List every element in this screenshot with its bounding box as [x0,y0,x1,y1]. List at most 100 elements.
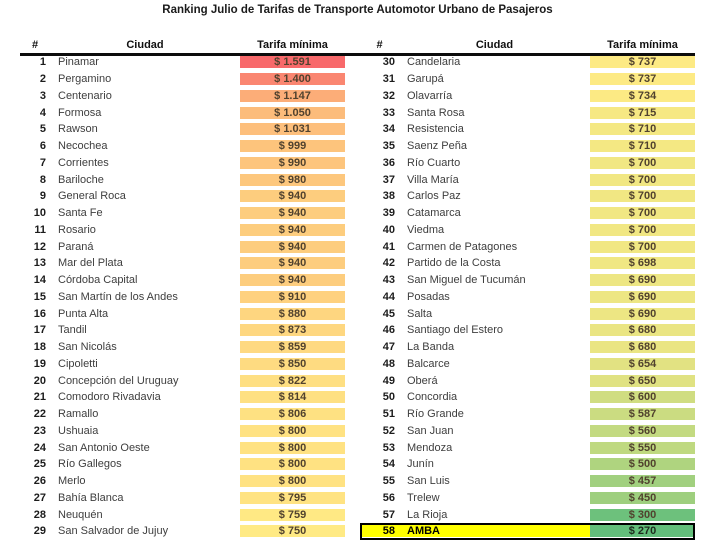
tariff-cell: $ 457 [590,475,695,488]
city-cell: Río Grande [407,408,464,421]
city-cell: Ramallo [58,408,99,421]
rank-cell: 24 [33,441,46,454]
table-row: 40 Viedma $ 700 [360,222,695,239]
rank-cell: 30 [382,56,395,69]
city-cell: Carmen de Patagones [407,240,518,253]
tariff-cell: $ 940 [240,190,345,203]
table-header: # Ciudad Tarifa mínima [20,36,345,54]
tariff-cell: $ 560 [590,424,695,437]
table-left-body: 1 Pinamar $ 1.591 2 Pergamino $ 1.400 3 … [20,54,345,540]
tariff-cell: $ 680 [590,341,695,354]
tariff-cell: $ 700 [590,223,695,236]
table-row: 46 Santiago del Estero $ 680 [360,322,695,339]
tariff-cell: $ 940 [240,240,345,253]
tariff-cell: $ 759 [240,508,345,521]
tariff-cell: $ 600 [590,391,695,404]
ranking-table-right: # Ciudad Tarifa mínima 30 Candelaria $ 7… [360,36,695,540]
tariff-cell: $ 800 [240,424,345,437]
page-title: Ranking Julio de Tarifas de Transporte A… [162,4,553,16]
city-cell: Rosario [58,223,96,236]
rank-cell: 4 [39,106,46,119]
tariff-cell: $ 750 [240,525,345,538]
city-cell: Junín [407,458,434,471]
table-row: 26 Merlo $ 800 [20,473,345,490]
city-cell: Comodoro Rivadavia [58,391,161,404]
rank-cell: 50 [382,391,395,404]
rank-cell: 1 [39,56,46,69]
tariff-cell: $ 500 [590,458,695,471]
rank-cell: 40 [382,223,395,236]
tariff-cell: $ 270 [590,525,695,538]
table-row: 23 Ushuaia $ 800 [20,423,345,440]
city-cell: Santa Rosa [407,106,465,119]
city-cell: AMBA [399,525,590,538]
rank-cell: 33 [382,106,395,119]
table-row: 10 Santa Fe $ 940 [20,205,345,222]
table-row: 9 General Roca $ 940 [20,188,345,205]
tariff-cell: $ 999 [240,140,345,153]
tariff-cell: $ 940 [240,223,345,236]
table-row: 29 San Salvador de Jujuy $ 750 [20,523,345,540]
rank-cell: 41 [382,240,395,253]
city-cell: La Banda [407,341,455,354]
rank-cell: 56 [382,491,395,504]
rank-cell: 21 [33,391,46,404]
table-row: 44 Posadas $ 690 [360,289,695,306]
city-cell: Saenz Peña [407,140,467,153]
city-cell: Garupá [407,73,444,86]
city-cell: Salta [407,307,433,320]
table-row: 13 Mar del Plata $ 940 [20,255,345,272]
rank-cell: 54 [382,458,395,471]
city-cell: Trelew [407,491,440,504]
table-row: 34 Resistencia $ 710 [360,121,695,138]
city-cell: Partido de la Costa [407,257,501,270]
table-row: 20 Concepción del Uruguay $ 822 [20,372,345,389]
city-cell: Mendoza [407,441,453,454]
tariff-cell: $ 700 [590,207,695,220]
rank-cell: 16 [33,307,46,320]
rank-cell: 28 [33,508,46,521]
city-cell: General Roca [58,190,126,203]
table-row: 28 Neuquén $ 759 [20,506,345,523]
rank-cell: 12 [33,240,46,253]
city-cell: Paraná [58,240,94,253]
table-row: 39 Catamarca $ 700 [360,205,695,222]
table-row: 48 Balcarce $ 654 [360,356,695,373]
rank-column-header: # [31,39,39,51]
city-cell: San Juan [407,424,454,437]
city-cell: Bahía Blanca [58,491,124,504]
city-cell: Tandil [58,324,87,337]
rank-cell: 19 [33,357,46,370]
ranking-table-left: # Ciudad Tarifa mínima 1 Pinamar $ 1.591… [20,36,345,540]
rank-cell: 38 [382,190,395,203]
table-row: 27 Bahía Blanca $ 795 [20,490,345,507]
table-row: 7 Corrientes $ 990 [20,155,345,172]
rank-cell: 48 [382,357,395,370]
city-cell: Punta Alta [58,307,109,320]
table-row: 43 San Miguel de Tucumán $ 690 [360,272,695,289]
table-row: 5 Rawson $ 1.031 [20,121,345,138]
table-row: 30 Candelaria $ 737 [360,54,695,71]
table-header: # Ciudad Tarifa mínima [360,36,695,54]
tariff-cell: $ 700 [590,240,695,253]
tariff-cell: $ 806 [240,408,345,421]
table-row: 24 San Antonio Oeste $ 800 [20,439,345,456]
tariff-cell: $ 859 [240,341,345,354]
table-row: 25 Río Gallegos $ 800 [20,456,345,473]
rank-cell: 57 [382,508,395,521]
rank-cell: 46 [382,324,395,337]
rank-cell: 17 [33,324,46,337]
city-cell: Olavarría [407,89,453,102]
rank-cell: 14 [33,274,46,287]
rank-cell: 35 [382,140,395,153]
table-row: 21 Comodoro Rivadavia $ 814 [20,389,345,406]
city-cell: Ushuaia [58,424,99,437]
city-cell: Balcarce [407,357,450,370]
tariff-cell: $ 690 [590,274,695,287]
tariff-cell: $ 734 [590,89,695,102]
city-cell: Pergamino [58,73,112,86]
city-cell: Mar del Plata [58,257,123,270]
table-row: 17 Tandil $ 873 [20,322,345,339]
tariff-cell: $ 680 [590,324,695,337]
rank-column-header: # [376,39,383,51]
